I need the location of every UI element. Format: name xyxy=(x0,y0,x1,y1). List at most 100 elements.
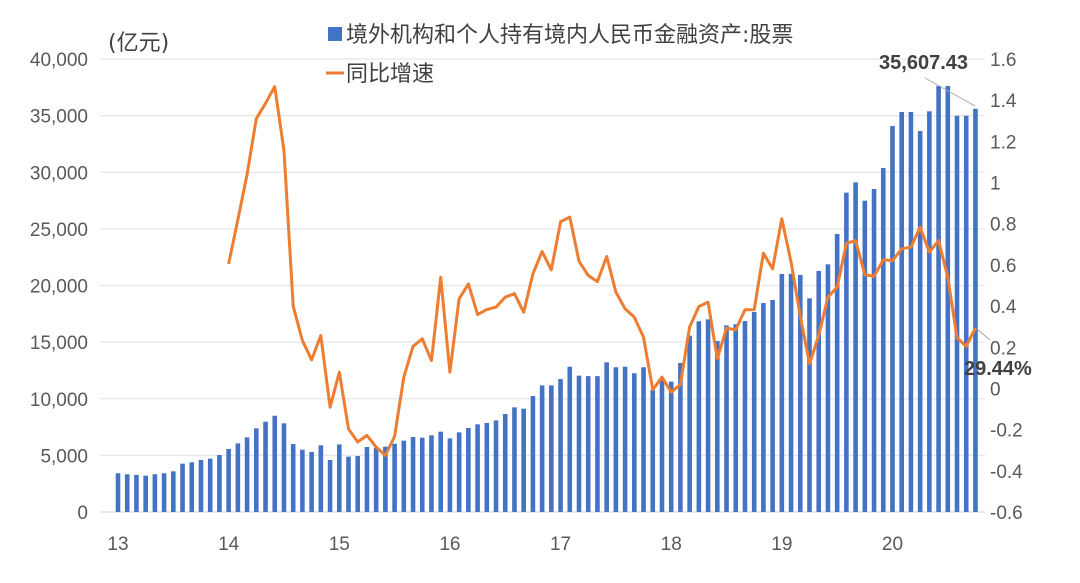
bar xyxy=(521,408,526,512)
bar xyxy=(825,264,831,512)
bar xyxy=(797,274,803,512)
right-tick-label: 1 xyxy=(990,174,1001,195)
bar xyxy=(134,474,139,512)
x-tick-label: 18 xyxy=(661,534,682,555)
bar xyxy=(530,396,536,512)
bar xyxy=(595,376,600,512)
bar xyxy=(954,115,960,512)
bar xyxy=(641,367,646,512)
bar xyxy=(373,447,379,512)
bar xyxy=(484,422,490,512)
bar xyxy=(180,463,185,512)
bar xyxy=(927,111,932,512)
x-tick-label: 14 xyxy=(218,534,240,555)
bar xyxy=(392,443,397,512)
bar xyxy=(788,273,794,512)
x-tick-label: 16 xyxy=(439,534,460,555)
bar xyxy=(318,445,324,512)
left-axis-ticks: 0 5,000 10,000 15,000 20,000 25,000 30,000 35,0… xyxy=(30,50,88,524)
left-tick-label: 40,000 xyxy=(30,50,88,71)
bar xyxy=(576,375,582,512)
bar xyxy=(512,407,517,512)
legend-line-label: 同比增速 xyxy=(346,62,434,87)
bar xyxy=(668,381,674,512)
bar xyxy=(678,362,683,512)
bar xyxy=(152,474,158,512)
bar xyxy=(171,471,176,512)
unit-label: (亿元) xyxy=(108,31,169,56)
bar xyxy=(346,456,351,512)
bar xyxy=(226,449,231,512)
bar xyxy=(244,437,250,512)
bar xyxy=(502,414,508,512)
bar xyxy=(880,167,886,512)
right-tick-label: 0 xyxy=(990,379,1001,400)
bar xyxy=(724,325,729,512)
bar xyxy=(917,131,923,513)
bar xyxy=(539,385,545,512)
bar xyxy=(438,431,443,512)
bar xyxy=(281,423,287,512)
bar xyxy=(355,456,361,512)
last-bar-leader xyxy=(924,77,976,107)
bar xyxy=(779,273,785,512)
right-tick-label: 1.4 xyxy=(990,91,1017,112)
bar xyxy=(890,126,895,512)
bar xyxy=(447,438,453,512)
bar xyxy=(751,312,757,512)
bar xyxy=(973,108,978,513)
left-tick-label: 30,000 xyxy=(30,163,88,184)
bar xyxy=(936,85,941,513)
bar xyxy=(364,446,370,512)
bar xyxy=(871,189,877,513)
bar xyxy=(207,458,213,512)
bar xyxy=(466,427,471,512)
bar xyxy=(410,437,416,512)
right-tick-label: 0.4 xyxy=(990,297,1017,318)
bar xyxy=(558,379,563,512)
x-tick-label: 19 xyxy=(771,534,792,555)
bar xyxy=(742,321,748,512)
bar xyxy=(770,299,775,512)
bar xyxy=(650,390,656,512)
bar xyxy=(115,473,121,512)
left-tick-label: 0 xyxy=(77,503,88,524)
left-tick-label: 10,000 xyxy=(30,390,88,411)
bar xyxy=(899,112,904,512)
right-tick-label: -0.2 xyxy=(990,421,1023,442)
bar xyxy=(336,444,342,512)
bar xyxy=(733,324,739,512)
bar xyxy=(659,380,665,512)
bar xyxy=(945,85,951,513)
bar xyxy=(300,449,305,512)
bar xyxy=(632,373,637,512)
bar xyxy=(456,432,462,512)
bar xyxy=(604,362,609,512)
last-growth-label: 29.44% xyxy=(964,358,1032,380)
left-tick-label: 15,000 xyxy=(30,333,88,354)
bar xyxy=(549,385,554,512)
bar xyxy=(862,200,868,512)
bar xyxy=(161,473,167,512)
bar xyxy=(263,421,268,512)
bar xyxy=(585,376,591,512)
bar xyxy=(198,460,204,512)
bar xyxy=(696,321,702,512)
legend-bar-label: 境外机构和个人持有境内人民币金融资产:股票 xyxy=(346,23,793,48)
growth-line xyxy=(227,85,977,457)
bar xyxy=(217,455,222,512)
bar xyxy=(761,303,766,512)
right-tick-label: -0.4 xyxy=(990,462,1023,483)
right-tick-label: 0.6 xyxy=(990,256,1016,277)
bar xyxy=(622,366,628,512)
left-tick-label: 25,000 xyxy=(30,220,88,241)
bar xyxy=(715,340,720,512)
bar xyxy=(401,440,407,512)
bar-series xyxy=(115,85,978,513)
bar xyxy=(189,462,195,512)
bar xyxy=(124,474,130,512)
bar xyxy=(853,182,858,512)
legend-bar-swatch xyxy=(328,27,342,41)
bar xyxy=(235,443,241,512)
